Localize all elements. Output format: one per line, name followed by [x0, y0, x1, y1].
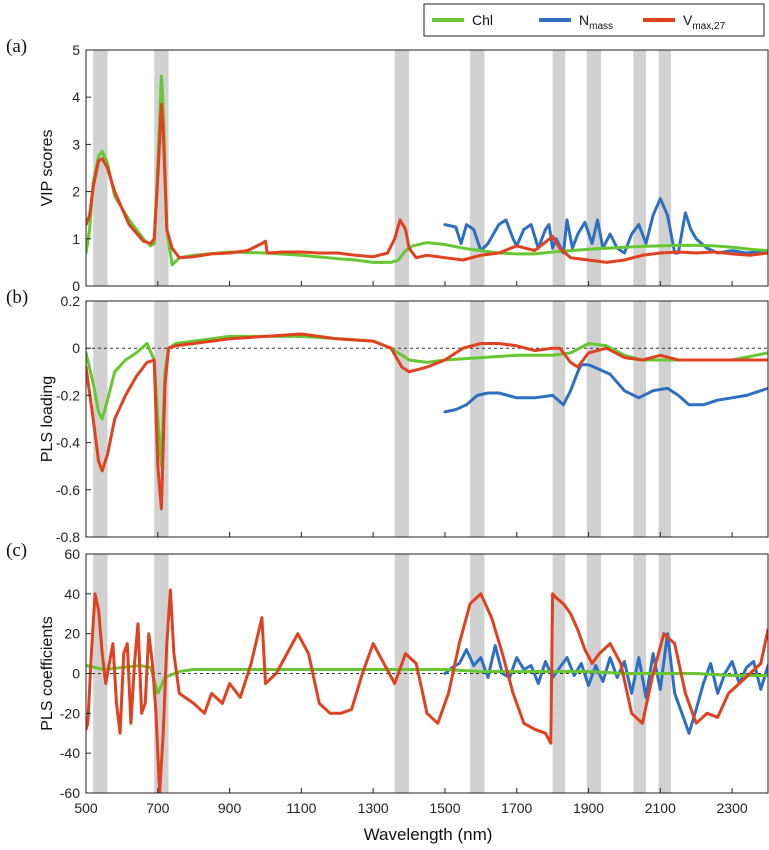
y-tick-label: 4	[72, 89, 80, 105]
series-line-nmass	[443, 197, 768, 255]
highlight-band	[633, 50, 646, 286]
panel-b: 0.2 0 -0.2 -0.4 -0.6 -0.8 PLS loading (b)	[6, 287, 769, 545]
series-line-nmass	[443, 363, 768, 414]
highlight-band	[633, 301, 646, 537]
panel-a: 0 1 2 3 4 5 VIP scores (a)	[6, 36, 769, 294]
series-group	[86, 588, 768, 793]
series-line-vmax	[86, 332, 768, 511]
y-tick-label: 1	[72, 231, 80, 247]
highlight-band	[586, 301, 602, 537]
y-tick-label: -0.2	[56, 387, 80, 403]
highlight-band	[552, 554, 566, 793]
x-tick-label: 2300	[717, 800, 748, 816]
highlight-band	[552, 301, 566, 537]
series-group	[86, 332, 768, 511]
x-tick-label: 500	[74, 800, 98, 816]
highlight-band	[470, 301, 485, 537]
highlight-band	[93, 50, 108, 286]
y-tick-label: -40	[60, 745, 80, 761]
highlight-band	[658, 301, 672, 537]
legend-box	[423, 3, 765, 37]
x-tick-label: 700	[146, 800, 170, 816]
x-tick-label: 1900	[573, 800, 604, 816]
y-tick-label: -0.6	[56, 482, 80, 498]
panel-label: (b)	[6, 287, 28, 308]
y-tick-label: 40	[64, 586, 80, 602]
y-axis-label: VIP scores	[39, 129, 56, 206]
y-tick-label: 0.2	[61, 293, 81, 309]
legend: Chl Nmass Vmax,27	[423, 3, 765, 37]
series-line-chl	[86, 74, 768, 267]
y-tick-label: 0	[72, 278, 80, 294]
panel-label: (c)	[6, 540, 27, 561]
y-tick-label: 20	[64, 626, 80, 642]
series-group	[86, 74, 768, 267]
highlight-band	[470, 50, 485, 286]
y-tick-label: 3	[72, 136, 80, 152]
y-tick-label: -20	[60, 705, 80, 721]
highlight-band	[93, 301, 108, 537]
highlight-band	[394, 301, 410, 537]
x-tick-label: 2100	[645, 800, 676, 816]
y-axis-label: PLS loading	[39, 376, 56, 462]
y-tick-label: 0	[72, 666, 80, 682]
legend-label-chl: Chl	[472, 12, 493, 28]
axes-frame	[85, 300, 769, 538]
y-tick-label: 60	[64, 546, 80, 562]
series-line-vmax	[86, 588, 768, 793]
x-tick-label: 1300	[358, 800, 389, 816]
y-tick-label: -0.8	[56, 529, 80, 545]
series-line-nmass	[443, 632, 768, 735]
highlight-band	[154, 50, 169, 286]
legend-label-nmass: Nmass	[579, 12, 613, 32]
highlight-band	[658, 50, 672, 286]
y-tick-label: -0.4	[56, 435, 80, 451]
x-axis-label: Wavelength (nm)	[364, 825, 493, 844]
y-tick-label: 5	[72, 42, 80, 58]
y-tick-label: -60	[60, 785, 80, 801]
series-line-vmax	[86, 102, 768, 264]
x-tick-label: 1500	[429, 800, 460, 816]
y-tick-label: 2	[72, 184, 80, 200]
panel-label: (a)	[6, 36, 27, 57]
x-tick-label: 1700	[501, 800, 532, 816]
x-tick-label: 1100	[286, 800, 316, 816]
x-tick-label: 900	[218, 800, 242, 816]
y-axis-label: PLS coefficients	[39, 616, 56, 730]
highlight-band	[552, 50, 566, 286]
y-tick-label: 0	[72, 340, 80, 356]
axes-frame	[85, 49, 769, 287]
highlight-band	[394, 554, 410, 793]
legend-label-vmax: Vmax,27	[683, 12, 726, 32]
